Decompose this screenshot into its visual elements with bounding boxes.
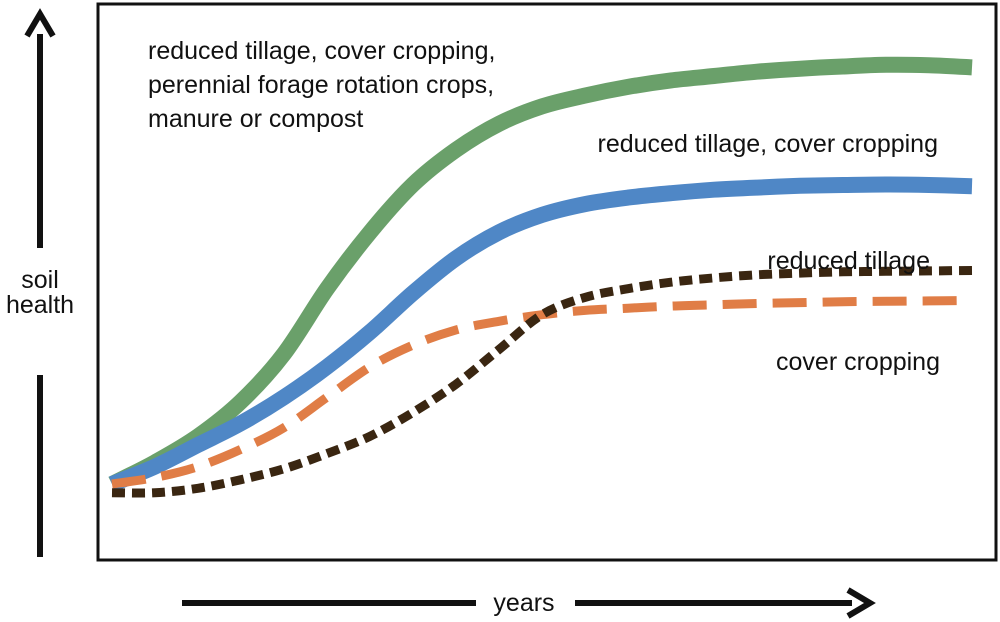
- series-line-orange-dashed: [111, 295, 973, 489]
- series-line-brown-dotted: [111, 266, 973, 498]
- x-axis-label: years: [493, 589, 554, 617]
- plot-frame: [96, 2, 998, 562]
- series-label-orange: cover cropping: [776, 348, 940, 376]
- y-axis-label-line-2: health: [6, 291, 74, 319]
- series-label-green: reduced tillage, cover cropping, perenni…: [148, 37, 495, 133]
- series-line-blue: [109, 176, 973, 492]
- series-label-green-line-1: reduced tillage, cover cropping,: [148, 37, 495, 65]
- series-label-blue: reduced tillage, cover cropping: [598, 130, 938, 158]
- series-label-green-line-3: manure or compost: [148, 105, 363, 133]
- y-axis-arrow: [24, 8, 56, 557]
- series-label-green-line-2: perennial forage rotation crops,: [148, 71, 494, 99]
- series-label-brown: reduced tillage: [767, 247, 930, 275]
- y-axis-label-line-1: soil: [21, 266, 59, 294]
- series-line-green: [108, 56, 973, 492]
- x-axis-arrow: [182, 587, 876, 619]
